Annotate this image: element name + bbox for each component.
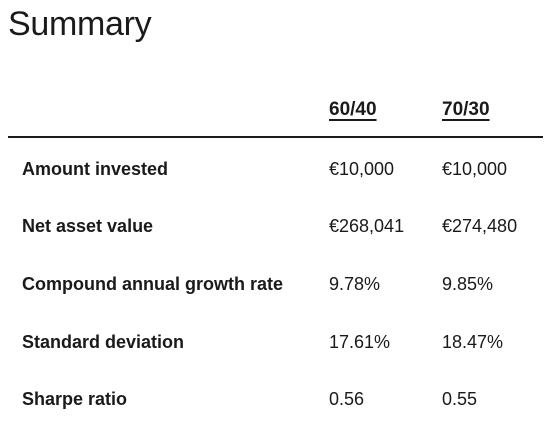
cell-value: 9.78%	[329, 273, 381, 294]
column-header-70-30[interactable]: 70/30	[434, 96, 543, 138]
cell-value: 9.85%	[442, 273, 494, 294]
cell-value: €10,000	[329, 158, 395, 179]
table-row: Standard deviation 17.61% 18.47%	[8, 313, 543, 371]
cell-value: €10,000	[442, 158, 508, 179]
row-label: Net asset value	[22, 216, 154, 237]
cell-value: 0.55	[442, 389, 478, 410]
table-row: Compound annual growth rate 9.78% 9.85%	[8, 255, 543, 313]
column-header-60-40-text[interactable]: 60/40	[329, 99, 377, 120]
table-row: Sharpe ratio 0.56 0.55	[8, 370, 543, 428]
cell-value: €268,041	[329, 216, 405, 237]
row-label: Amount invested	[22, 158, 169, 179]
column-header-70-30-text[interactable]: 70/30	[442, 99, 490, 120]
page-title: Summary	[8, 5, 152, 43]
cell-value: 18.47%	[442, 331, 504, 352]
row-label: Compound annual growth rate	[22, 273, 283, 294]
summary-table: 60/40 70/30 Amount invested €10,000 €10,…	[8, 96, 543, 428]
table-row: Amount invested €10,000 €10,000	[8, 137, 543, 198]
table-row: Net asset value €268,041 €274,480	[8, 198, 543, 256]
cell-value: 0.56	[329, 389, 365, 410]
table-header-row: 60/40 70/30	[8, 96, 543, 138]
cell-value: 17.61%	[329, 331, 391, 352]
row-label: Standard deviation	[22, 331, 185, 352]
column-header-60-40[interactable]: 60/40	[321, 96, 434, 138]
cell-value: €274,480	[442, 216, 518, 237]
row-label: Sharpe ratio	[22, 389, 128, 410]
column-header-label	[8, 96, 321, 138]
